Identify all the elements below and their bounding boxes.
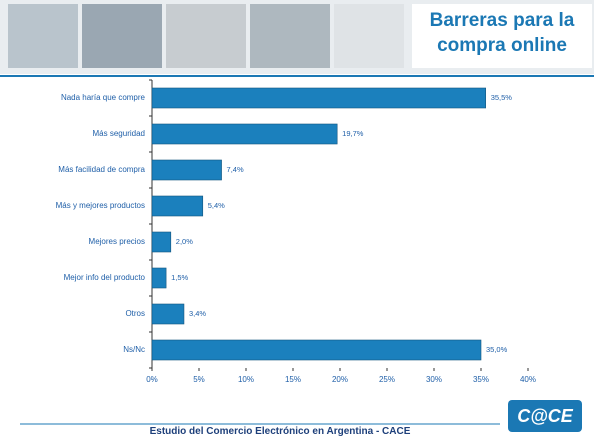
- value-label: 2,0%: [176, 237, 193, 246]
- header-image: [334, 4, 404, 68]
- chart-title: Barreras para la compra online: [418, 8, 586, 58]
- x-tick-label: 40%: [520, 375, 536, 384]
- y-tick-label: Nada haría que compre: [61, 93, 146, 102]
- chart: 0% 5% 10% 15% 20% 25% 30% 35% 40% Nada haría que …: [0, 0, 594, 444]
- value-label: 5,4%: [208, 201, 225, 210]
- x-tick-label: 15%: [285, 375, 301, 384]
- y-tick-label: Otros: [125, 309, 145, 318]
- x-tick-label: 25%: [379, 375, 395, 384]
- slide: 0% 5% 10% 15% 20% 25% 30% 35% 40% Nada haría que …: [0, 0, 594, 444]
- bar: [152, 160, 222, 180]
- bar: [152, 304, 184, 324]
- y-tick-label: Ns/Nc: [123, 345, 145, 354]
- bar: [152, 340, 481, 360]
- header-image: [250, 4, 330, 68]
- y-tick-label: Más y mejores productos: [56, 201, 145, 210]
- value-label: 1,5%: [171, 273, 188, 282]
- y-tick-label: Mejor info del producto: [64, 273, 146, 282]
- y-tick-label: Mejores precios: [89, 237, 145, 246]
- x-tick-label: 20%: [332, 375, 348, 384]
- bar: [152, 88, 486, 108]
- x-tick-label: 5%: [193, 375, 205, 384]
- x-tick-label: 35%: [473, 375, 489, 384]
- footer: Estudio del Comercio Electrónico en Arge…: [40, 426, 520, 437]
- bar: [152, 268, 166, 288]
- header-image: [166, 4, 246, 68]
- header-image: [8, 4, 78, 68]
- bar: [152, 196, 203, 216]
- value-label: 3,4%: [189, 309, 206, 318]
- logo: C@CE: [508, 400, 582, 432]
- x-tick-label: 0%: [146, 375, 158, 384]
- header-image: [82, 4, 162, 68]
- value-label: 35,5%: [491, 93, 513, 102]
- value-label: 7,4%: [227, 165, 244, 174]
- y-tick-label: Más facilidad de compra: [58, 165, 145, 174]
- y-tick-label: Más seguridad: [93, 129, 145, 138]
- value-label: 19,7%: [342, 129, 364, 138]
- x-tick-label: 10%: [238, 375, 254, 384]
- value-label: 35,0%: [486, 345, 508, 354]
- x-tick-label: 30%: [426, 375, 442, 384]
- bar: [152, 232, 171, 252]
- bar: [152, 124, 337, 144]
